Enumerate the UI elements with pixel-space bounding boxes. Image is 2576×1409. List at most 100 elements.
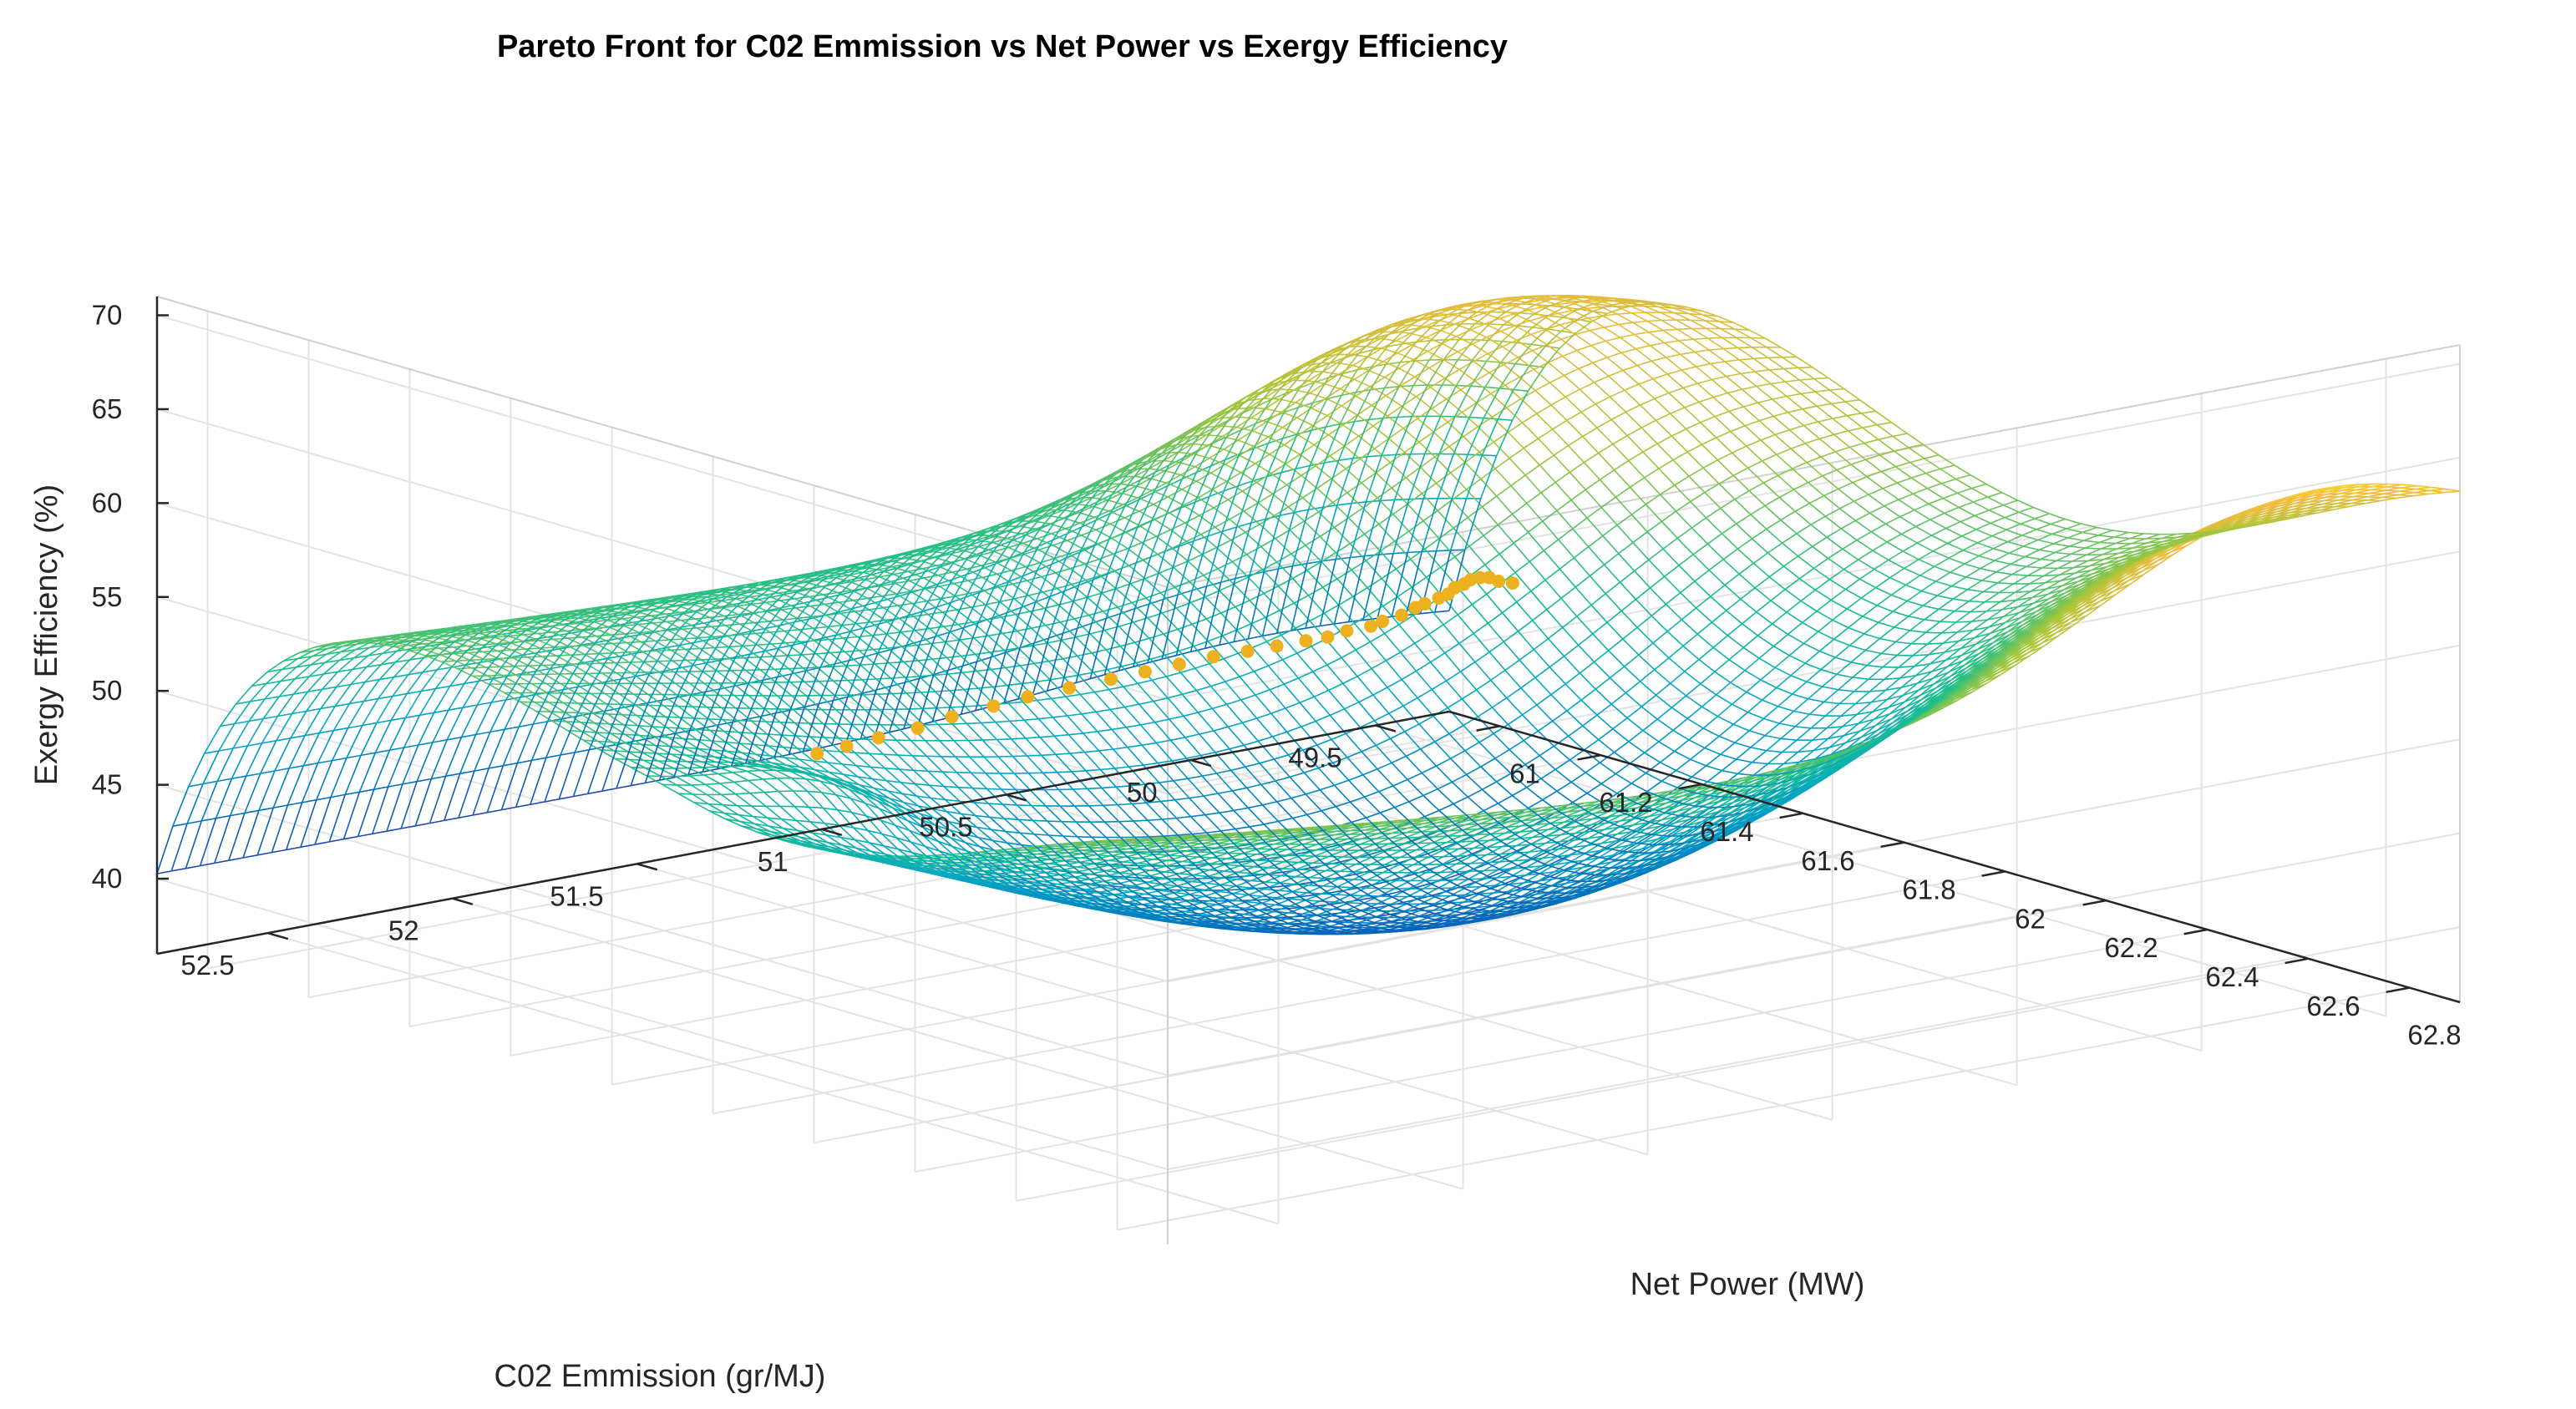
mesh-line — [1349, 903, 1363, 904]
mesh-line — [565, 712, 579, 713]
mesh-line — [1768, 357, 1782, 358]
mesh-line — [598, 644, 612, 645]
mesh-line — [676, 776, 690, 777]
mesh-line — [1310, 878, 1324, 879]
mesh-line — [736, 793, 750, 794]
mesh-line — [1647, 321, 1661, 322]
mesh-line — [1489, 324, 1504, 325]
mesh-line — [694, 718, 708, 719]
mesh-line — [819, 681, 833, 682]
mesh-line — [912, 756, 926, 757]
mesh-line — [987, 788, 1001, 789]
mesh-line — [898, 755, 912, 756]
mesh-line — [499, 658, 513, 659]
mesh-line — [884, 754, 898, 755]
mesh-line — [1042, 754, 1056, 755]
mesh-line — [1296, 877, 1310, 878]
mesh-line — [1397, 417, 1412, 418]
mesh-line — [752, 721, 766, 722]
mesh-line — [1078, 837, 1092, 838]
mesh-line — [1047, 821, 1062, 822]
mesh-line — [782, 735, 796, 736]
mesh-line — [1798, 367, 1813, 368]
mesh-line — [1323, 886, 1337, 887]
mesh-line — [1381, 499, 1395, 500]
mesh-line — [671, 649, 685, 650]
mesh-line — [747, 770, 761, 771]
mesh-line — [1026, 737, 1040, 738]
mesh-line — [1089, 805, 1103, 806]
mesh-line — [484, 659, 499, 660]
mesh-line — [1125, 877, 1139, 878]
mesh-line — [926, 756, 941, 757]
mesh-line — [615, 662, 629, 663]
mesh-line — [1316, 921, 1330, 922]
mesh-line — [1382, 454, 1396, 455]
mesh-line — [1413, 385, 1427, 386]
mesh-line — [1309, 885, 1323, 886]
mesh-line — [780, 722, 794, 723]
mesh-line — [760, 669, 774, 670]
mesh-line — [922, 708, 936, 709]
mesh-line — [1297, 869, 1311, 870]
mesh-line — [1073, 788, 1088, 789]
mesh-line — [1723, 347, 1737, 348]
mesh-line — [700, 648, 714, 649]
mesh-line — [723, 720, 737, 721]
mesh-line — [966, 723, 981, 724]
mesh-line — [556, 655, 570, 656]
mesh-line — [644, 661, 658, 662]
mesh-line — [722, 707, 736, 708]
mesh-line — [664, 706, 678, 707]
mesh-line — [621, 704, 635, 705]
mesh-line — [1337, 887, 1351, 888]
mesh-line — [1033, 820, 1047, 821]
mesh-line — [988, 803, 1002, 804]
mesh-line — [1268, 868, 1282, 869]
mesh-line — [691, 784, 705, 785]
mesh-line — [788, 655, 802, 656]
mesh-line — [1135, 837, 1149, 838]
mesh-line — [651, 716, 665, 717]
mesh-line — [608, 714, 622, 715]
mesh-line — [744, 657, 758, 658]
mesh-line — [1351, 888, 1366, 889]
mesh-line — [687, 660, 701, 661]
mesh-line — [594, 713, 608, 714]
mesh-line — [1784, 367, 1798, 368]
mesh-line — [972, 788, 986, 789]
mesh-line — [543, 665, 557, 666]
mesh-line — [1017, 805, 1032, 806]
mesh-line — [1027, 755, 1042, 756]
mesh-line — [1119, 821, 1133, 822]
mesh-line — [513, 657, 527, 658]
mesh-line — [1057, 772, 1072, 773]
mesh-line — [1677, 329, 1691, 330]
mesh-line — [892, 693, 906, 694]
mesh-line — [846, 665, 860, 666]
mesh-line — [1355, 872, 1369, 873]
mesh-line — [1707, 337, 1722, 338]
mesh-line — [794, 807, 809, 808]
mesh-line — [1002, 804, 1017, 805]
mesh-line — [1321, 894, 1336, 895]
mesh-line — [584, 645, 598, 646]
mesh-line — [1631, 312, 1645, 313]
mesh-line — [938, 724, 952, 725]
mesh-line — [601, 663, 615, 664]
mesh-line — [942, 772, 956, 773]
mesh-line — [982, 740, 996, 741]
mesh-line — [471, 667, 485, 668]
mesh-line — [626, 641, 641, 642]
mesh-line — [870, 753, 884, 754]
mesh-line — [1453, 454, 1468, 455]
mesh-line — [1483, 455, 1497, 456]
mesh-line — [809, 723, 823, 724]
mesh-line — [586, 663, 601, 664]
mesh-line — [690, 775, 704, 776]
mesh-line — [707, 707, 721, 708]
mesh-line — [794, 722, 809, 723]
